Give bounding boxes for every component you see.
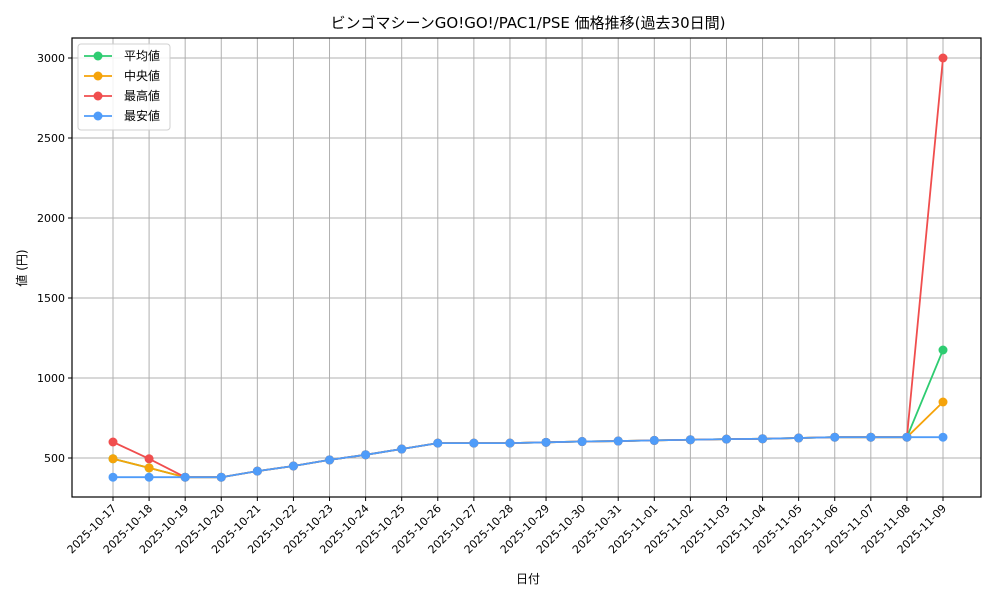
data-series — [108, 53, 948, 482]
data-point — [144, 463, 154, 473]
data-point — [938, 345, 948, 355]
y-tick-label: 500 — [44, 452, 65, 465]
data-point — [938, 432, 948, 442]
legend-marker-icon — [93, 91, 103, 101]
legend-item: 中央値 — [84, 68, 160, 83]
data-point — [613, 436, 623, 446]
series-line — [112, 57, 944, 479]
data-point — [397, 444, 407, 454]
legend-label: 最高値 — [124, 88, 160, 103]
data-point — [938, 53, 948, 63]
legend-marker-icon — [93, 51, 103, 61]
y-tick-label: 2000 — [37, 212, 65, 225]
data-point — [902, 432, 912, 442]
legend-item: 最安値 — [84, 108, 160, 123]
data-point — [541, 437, 551, 447]
series-最高値 — [108, 53, 948, 482]
data-point — [649, 435, 659, 445]
data-point — [288, 461, 298, 471]
data-point — [108, 454, 118, 464]
legend-label: 平均値 — [124, 48, 160, 63]
x-axis-ticks: 2025-10-172025-10-182025-10-192025-10-20… — [65, 497, 949, 556]
grid-lines — [72, 38, 981, 497]
data-point — [252, 466, 262, 476]
data-point — [830, 432, 840, 442]
legend-item: 最高値 — [84, 88, 160, 103]
legend-label: 最安値 — [124, 108, 160, 123]
legend-item: 平均値 — [84, 48, 160, 63]
data-point — [685, 435, 695, 445]
data-point — [794, 433, 804, 443]
y-tick-label: 3000 — [37, 52, 65, 65]
y-axis-label: 値 (円) — [14, 249, 29, 286]
y-tick-label: 2500 — [37, 132, 65, 145]
legend-label: 中央値 — [124, 68, 160, 83]
data-point — [108, 472, 118, 482]
data-point — [866, 432, 876, 442]
y-tick-label: 1500 — [37, 292, 65, 305]
plot-frame — [71, 37, 982, 498]
data-point — [577, 437, 587, 447]
y-tick-label: 1000 — [37, 372, 65, 385]
data-point — [758, 434, 768, 444]
data-point — [144, 472, 154, 482]
x-axis-label: 日付 — [516, 572, 540, 586]
data-point — [108, 437, 118, 447]
data-point — [325, 455, 335, 465]
data-point — [721, 434, 731, 444]
series-line — [112, 401, 944, 479]
y-axis-ticks: 500 1000 1500 2000 2500 3000 — [37, 52, 72, 465]
series-最安値 — [108, 432, 948, 482]
legend-marker-icon — [93, 71, 103, 81]
chart-title: ビンゴマシーンGO!GO!/PAC1/PSE 価格推移(過去30日間) — [331, 14, 726, 32]
data-point — [144, 454, 154, 464]
data-point — [505, 438, 515, 448]
data-point — [180, 472, 190, 482]
data-point — [938, 397, 948, 407]
legend-marker-icon — [93, 111, 103, 121]
data-point — [361, 450, 371, 460]
legend-box — [77, 43, 171, 131]
series-line — [113, 436, 943, 479]
series-平均値 — [108, 345, 948, 482]
data-point — [469, 438, 479, 448]
data-point — [433, 438, 443, 448]
series-中央値 — [108, 397, 948, 482]
data-point — [216, 472, 226, 482]
